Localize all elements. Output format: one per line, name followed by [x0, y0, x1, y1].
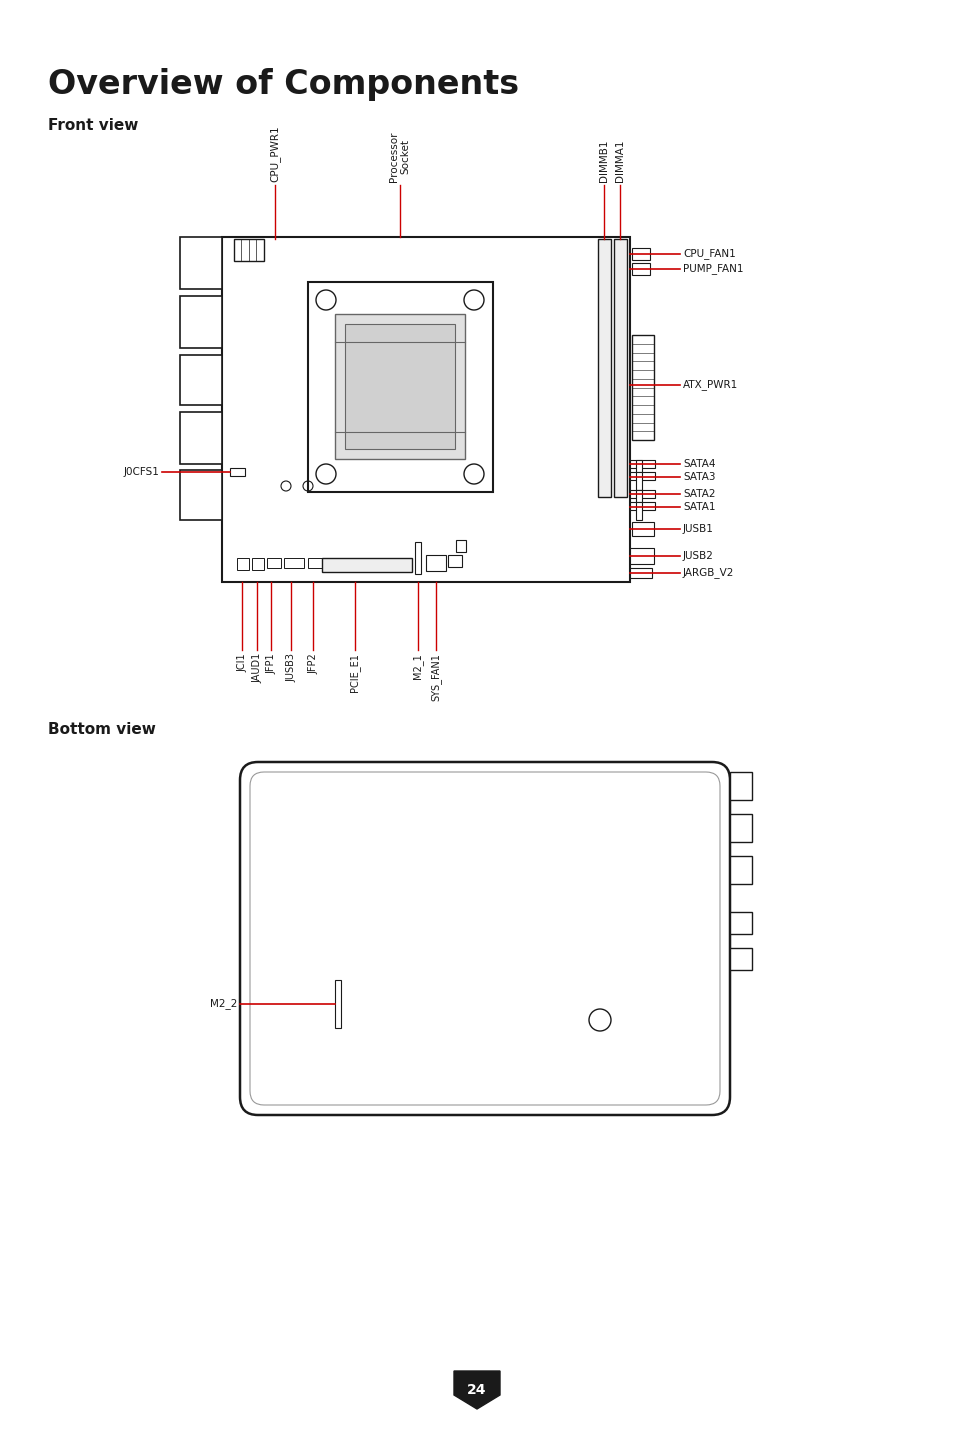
Bar: [180, 238, 222, 289]
Bar: [222, 238, 629, 581]
Bar: [629, 490, 655, 498]
Text: SATA4: SATA4: [682, 460, 715, 470]
Bar: [345, 324, 455, 450]
Text: CPU_FAN1: CPU_FAN1: [682, 249, 735, 259]
Bar: [729, 912, 751, 934]
Bar: [636, 460, 641, 478]
Bar: [631, 263, 649, 275]
Text: JUSB1: JUSB1: [682, 524, 713, 534]
Text: Front view: Front view: [48, 117, 138, 133]
Bar: [614, 239, 626, 497]
Bar: [335, 979, 340, 1028]
Bar: [598, 239, 610, 497]
Bar: [631, 335, 654, 440]
Text: J0CFS1: J0CFS1: [123, 467, 159, 477]
Text: JUSB2: JUSB2: [682, 551, 713, 561]
Bar: [448, 556, 461, 567]
Text: JUSB3: JUSB3: [286, 653, 295, 682]
Text: SATA2: SATA2: [682, 488, 715, 498]
Text: SATA3: SATA3: [682, 473, 715, 483]
Text: SYS_FAN1: SYS_FAN1: [430, 653, 441, 700]
Text: DIMMB1: DIMMB1: [598, 139, 608, 182]
Bar: [629, 473, 655, 480]
Bar: [284, 558, 304, 569]
Text: PCIE_E1: PCIE_E1: [349, 653, 360, 692]
Bar: [629, 503, 655, 510]
Bar: [629, 548, 654, 564]
Text: DIMMA1: DIMMA1: [615, 139, 624, 182]
Text: JCI1: JCI1: [236, 653, 247, 672]
Bar: [308, 558, 322, 569]
Text: PUMP_FAN1: PUMP_FAN1: [682, 263, 742, 275]
Text: Overview of Components: Overview of Components: [48, 67, 518, 102]
Bar: [636, 490, 641, 508]
Bar: [308, 282, 493, 493]
Polygon shape: [454, 1370, 499, 1409]
Text: Processor
Socket: Processor Socket: [389, 132, 411, 182]
Text: JAUD1: JAUD1: [252, 653, 262, 683]
Bar: [631, 248, 649, 261]
Text: CPU_PWR1: CPU_PWR1: [270, 126, 280, 182]
Bar: [636, 473, 641, 490]
Bar: [729, 856, 751, 884]
Bar: [629, 569, 651, 579]
Bar: [729, 813, 751, 842]
Text: M2_2: M2_2: [210, 998, 236, 1010]
Text: 24: 24: [467, 1383, 486, 1398]
Bar: [267, 558, 281, 569]
Bar: [322, 558, 412, 571]
Text: JARGB_V2: JARGB_V2: [682, 567, 734, 579]
Text: ATX_PWR1: ATX_PWR1: [682, 379, 738, 391]
Bar: [233, 239, 264, 261]
Bar: [729, 948, 751, 969]
FancyBboxPatch shape: [240, 762, 729, 1116]
Bar: [636, 503, 641, 520]
Bar: [631, 523, 654, 536]
Text: SATA1: SATA1: [682, 503, 715, 513]
Bar: [629, 460, 655, 468]
Bar: [180, 412, 222, 464]
Text: JFP1: JFP1: [266, 653, 275, 673]
Bar: [180, 355, 222, 405]
Bar: [335, 314, 464, 460]
Text: Bottom view: Bottom view: [48, 722, 155, 737]
Text: M2_1: M2_1: [412, 653, 423, 679]
Bar: [180, 296, 222, 348]
Bar: [230, 468, 245, 475]
Bar: [252, 558, 264, 570]
Bar: [236, 558, 249, 570]
FancyBboxPatch shape: [250, 772, 720, 1106]
Text: JFP2: JFP2: [308, 653, 317, 673]
Bar: [426, 556, 446, 571]
Bar: [415, 541, 420, 574]
Bar: [729, 772, 751, 800]
Bar: [180, 470, 222, 520]
Bar: [456, 540, 465, 551]
